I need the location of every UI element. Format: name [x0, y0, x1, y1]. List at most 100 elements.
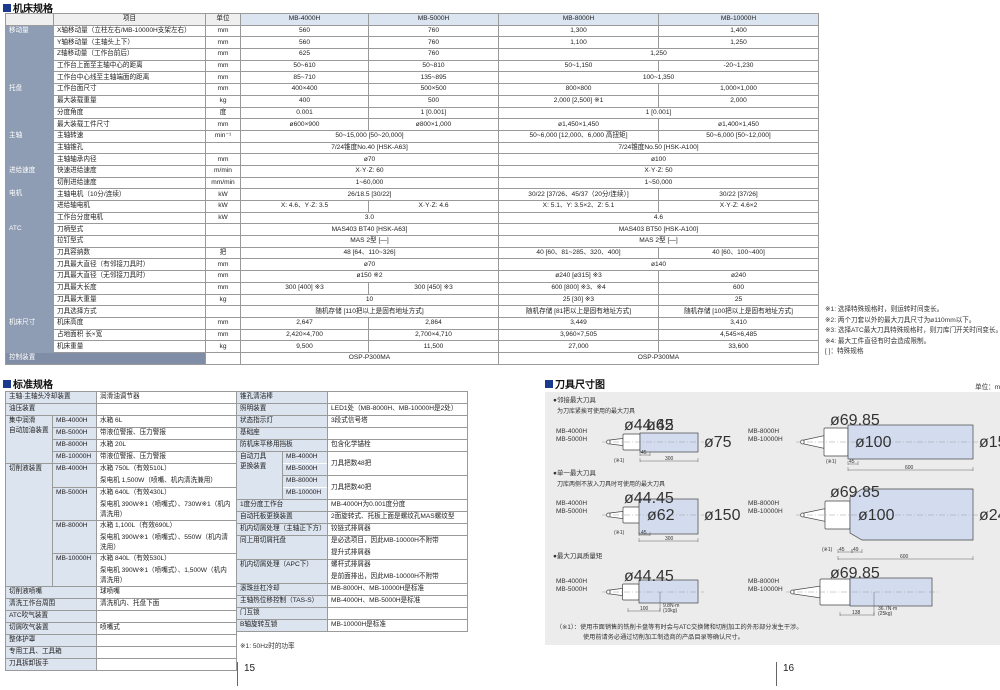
standard-row: 集中润滑 自动加油装置 MB-4000H 水箱 6L — [5, 415, 238, 464]
standard-value: MB-8000H、MB-10000H是标准 — [327, 583, 468, 596]
spec-value: ø1,400×1,450 — [658, 118, 819, 131]
spec-category: 主轴 — [5, 129, 54, 166]
spec-unit: kg — [205, 94, 241, 108]
model-label: MB-8000H — [748, 428, 779, 435]
spec-value: 500 — [368, 94, 499, 108]
standard-row: 门互锁 — [236, 607, 468, 620]
standard-row: 泵电机 390W※1（喷嘴式）、550W（机内清洗用） — [6, 532, 238, 554]
spec-value: 760 — [368, 48, 499, 61]
spec-unit: mm — [205, 153, 241, 166]
unit-label: 单位：mm — [975, 384, 1000, 391]
spec-value: 50~1,150 — [498, 59, 659, 73]
standard-label: 主轴·主轴头冷却装置 — [4, 391, 98, 404]
spec-value: 85~710 — [240, 71, 369, 85]
page-number-left: 15 — [237, 662, 255, 686]
4: ø240 — [979, 507, 1000, 524]
spec-item: 最大装载重量 — [53, 94, 206, 108]
standard-row: 整体护罩 — [4, 634, 238, 647]
4: ø62 — [646, 417, 674, 434]
spec-value: 50~6,000 [12,000、6,000 高扭矩] — [498, 129, 659, 143]
spec-category: 进给速度 — [5, 164, 54, 190]
4: 9.8N·m — [663, 603, 679, 609]
4: 49 — [853, 547, 859, 553]
standard-label: 自动刀具 更换装置 — [236, 451, 283, 500]
standard-row: 同上用切屑托盘 是必选项目，因此MB-10000H不附带 — [236, 535, 468, 560]
header-item: 项目 — [53, 13, 206, 26]
spec-footnote: ※3: 选择ATC最大刀具特殊规格时，则刀库门开关时间变长。 — [825, 327, 1000, 334]
section-subheading: 刀库两侧不放入刀具时可使用的最大刀具 — [557, 480, 665, 488]
spec-value: 48 [64、110~326] — [240, 246, 499, 260]
standard-label: 1度分度工作台 — [236, 499, 328, 512]
standard-model: MB-4000H — [282, 451, 328, 464]
standard-value — [96, 646, 238, 659]
spec-value: 1,400 — [658, 24, 819, 38]
spec-value: X·Y·Z: 50 — [498, 164, 819, 178]
spec-value: MAS 2型 [—] — [240, 235, 499, 248]
standard-value: 喷嘴式 — [96, 622, 238, 635]
4: 45 — [839, 547, 845, 553]
spec-value: 1 [0.001] — [368, 106, 499, 120]
standard-value: 包含化学锚栓 — [327, 439, 468, 452]
standard-value — [327, 391, 468, 404]
standard-row: 刀具拆卸扳手 — [4, 658, 238, 671]
spec-unit: mm — [205, 316, 241, 330]
standard-row: 机内切屑处理（主轴正下方） 铰链式排屑器 — [236, 523, 468, 536]
spec-value: ø100 — [498, 153, 819, 166]
standard-row: 切屑吹气装置 喷嘴式 — [4, 622, 238, 635]
tool-body-shape — [849, 488, 974, 541]
standard-label: 专用工具、工具箱 — [4, 646, 98, 659]
spec-value: ø70 — [240, 153, 499, 166]
standard-row: 切削液装置 MB-4000H 水箱 750L（有效510L） — [5, 463, 238, 587]
standard-label: 油压装置 — [4, 403, 98, 416]
spec-unit — [205, 305, 241, 318]
standard-value: 水箱 750L（有效510L） — [96, 463, 238, 476]
spec-value: 1,250 — [498, 48, 819, 61]
spec-title: 机床规格 — [3, 0, 53, 15]
spec-value: 50~810 — [368, 59, 499, 73]
spec-unit: mm — [205, 83, 241, 96]
4: ø100 — [855, 434, 892, 451]
header-unit: 单位 — [205, 13, 241, 26]
standard-row: MB-5000H 带液位警报、压力警报 — [6, 427, 238, 440]
standard-row: 防机床平移用挡板 包含化学锚栓 — [236, 439, 468, 452]
spec-row: 主轴锥孔 7/24锥度No.40 [HSK-A63] 7/24锥度No.50 [HS… — [6, 141, 819, 155]
spec-category: 机床尺寸 — [5, 316, 54, 353]
spec-value: 1 [0.001] — [498, 106, 819, 120]
standard-label: 自动托板更换装置 — [236, 511, 328, 524]
standard-label: 锥孔清洁棒 — [236, 391, 328, 404]
spec-value: 4.6 — [498, 211, 819, 225]
4: ø69.85 — [830, 412, 880, 429]
spec-value: X·Y·Z: 4.6 — [368, 200, 499, 213]
spec-row: 拉钉型式 MAS 2型 [—] MAS 2型 [—] — [6, 235, 819, 248]
spec-value: 2,000 — [658, 94, 819, 108]
spec-row: 主轴轴承内径 mm ø70 ø100 — [6, 153, 819, 166]
spec-value: MAS403 BT40 [HSK-A63] — [240, 223, 499, 237]
standard-value: 水箱 1,100L（有效690L） — [96, 520, 238, 533]
spec-value: 625 — [240, 48, 369, 61]
model-label: MB-10000H — [748, 508, 783, 515]
4: 138 — [852, 610, 861, 616]
header-model: MB-5000H — [368, 13, 499, 26]
standard-label: 滚珠丝杠冷却 — [236, 583, 328, 596]
dimension-label: 600 — [900, 554, 909, 560]
spec-item: 机床重量 — [53, 340, 206, 353]
spec-value: 1,000×1,000 — [658, 83, 819, 96]
4: (※1) — [822, 547, 833, 553]
spec-value: 50~610 — [240, 59, 369, 73]
spec-value: 40 [60、81~285、320、400] — [498, 246, 659, 260]
standard-row: 锥孔清洁棒 — [236, 391, 468, 404]
spec-unit: mm — [205, 59, 241, 73]
spec-footnote: ※4: 最大工件直径有时会造成限制。 — [825, 337, 931, 345]
4: ø69.85 — [830, 565, 880, 582]
spec-footnote: ※1: 选择特殊规格时，则运转时间变长。 — [825, 306, 944, 313]
spec-value: 9,500 — [240, 340, 369, 353]
spec-item: 刀柄型式 — [53, 223, 206, 237]
spec-row: 刀具最大直径（有邻接刀具时） mm ø70 ø140 — [6, 258, 819, 272]
spec-unit: min⁻¹ — [205, 129, 241, 143]
tool-body-shape — [639, 432, 699, 453]
standard-label: 门互锁 — [236, 607, 328, 620]
spec-unit: kW — [205, 200, 241, 213]
spec-category: 托盘 — [5, 83, 54, 131]
model-label: MB-10000H — [748, 586, 783, 593]
4: (※1) — [614, 458, 625, 464]
